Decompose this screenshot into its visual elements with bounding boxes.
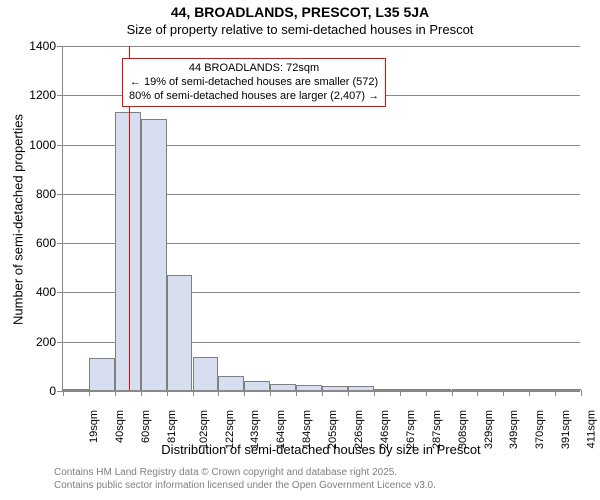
xtick-label: 60sqm	[140, 410, 152, 443]
histogram-bar	[452, 389, 478, 390]
ytick-label: 800	[0, 187, 56, 201]
footer: Contains HM Land Registry data © Crown c…	[54, 466, 436, 492]
xtick-mark	[400, 390, 401, 396]
annotation-box: 44 BROADLANDS: 72sqm ← 19% of semi-detac…	[122, 58, 386, 107]
xtick-mark	[193, 390, 194, 396]
xtick-mark	[218, 390, 219, 396]
annotation-line2: ← 19% of semi-detached houses are smalle…	[129, 76, 379, 90]
xtick-mark	[141, 390, 142, 396]
histogram-bar	[426, 389, 452, 390]
ytick-mark	[57, 292, 63, 293]
xtick-mark	[503, 390, 504, 396]
x-axis-label: Distribution of semi-detached houses by …	[62, 442, 580, 457]
xtick-label: 81sqm	[166, 410, 178, 443]
histogram-bar	[555, 389, 581, 390]
histogram-bar	[348, 386, 374, 390]
chart-container: 44, BROADLANDS, PRESCOT, L35 5JA Size of…	[0, 0, 600, 500]
histogram-bar	[193, 357, 219, 390]
annotation-line3: 80% of semi-detached houses are larger (…	[129, 90, 379, 104]
xtick-mark	[167, 390, 168, 396]
gridline	[63, 46, 580, 47]
annotation-line1: 44 BROADLANDS: 72sqm	[129, 62, 379, 76]
histogram-bar	[296, 385, 322, 390]
y-axis-label: Number of semi-detached properties	[11, 100, 26, 340]
xtick-mark	[374, 390, 375, 396]
ytick-mark	[57, 95, 63, 96]
histogram-bar	[63, 389, 89, 390]
ytick-label: 1000	[0, 138, 56, 152]
xtick-mark	[555, 390, 556, 396]
ytick-label: 400	[0, 285, 56, 299]
ytick-mark	[57, 194, 63, 195]
histogram-bar	[141, 119, 167, 390]
xtick-mark	[477, 390, 478, 396]
chart-title-line1: 44, BROADLANDS, PRESCOT, L35 5JA	[0, 4, 600, 20]
chart-title-line2: Size of property relative to semi-detach…	[0, 22, 600, 37]
ytick-label: 1400	[0, 39, 56, 53]
histogram-bar	[244, 381, 270, 390]
histogram-bar	[529, 389, 555, 390]
histogram-bar	[167, 275, 193, 390]
xtick-label: 40sqm	[114, 410, 126, 443]
xtick-mark	[322, 390, 323, 396]
xtick-mark	[529, 390, 530, 396]
xtick-mark	[115, 390, 116, 396]
ytick-mark	[57, 243, 63, 244]
histogram-bar	[503, 389, 529, 390]
histogram-bar	[115, 112, 141, 390]
histogram-bar	[89, 358, 115, 390]
histogram-bar	[400, 389, 426, 390]
xtick-mark	[348, 390, 349, 396]
histogram-bar	[322, 386, 348, 390]
ytick-mark	[57, 145, 63, 146]
xtick-mark	[89, 390, 90, 396]
footer-line2: Contains public sector information licen…	[54, 479, 436, 492]
xtick-label: 411sqm	[585, 410, 597, 448]
histogram-bar	[270, 384, 296, 390]
xtick-mark	[296, 390, 297, 396]
xtick-label: 19sqm	[88, 410, 100, 443]
ytick-mark	[57, 342, 63, 343]
ytick-label: 1200	[0, 88, 56, 102]
xtick-mark	[244, 390, 245, 396]
ytick-label: 600	[0, 236, 56, 250]
xtick-mark	[452, 390, 453, 396]
histogram-bar	[218, 376, 244, 390]
xtick-mark	[581, 390, 582, 396]
ytick-label: 200	[0, 335, 56, 349]
ytick-label: 0	[0, 384, 56, 398]
histogram-bar	[374, 389, 400, 390]
xtick-mark	[63, 390, 64, 396]
histogram-bar	[477, 389, 503, 390]
xtick-mark	[270, 390, 271, 396]
xtick-mark	[426, 390, 427, 396]
ytick-mark	[57, 46, 63, 47]
footer-line1: Contains HM Land Registry data © Crown c…	[54, 466, 436, 479]
